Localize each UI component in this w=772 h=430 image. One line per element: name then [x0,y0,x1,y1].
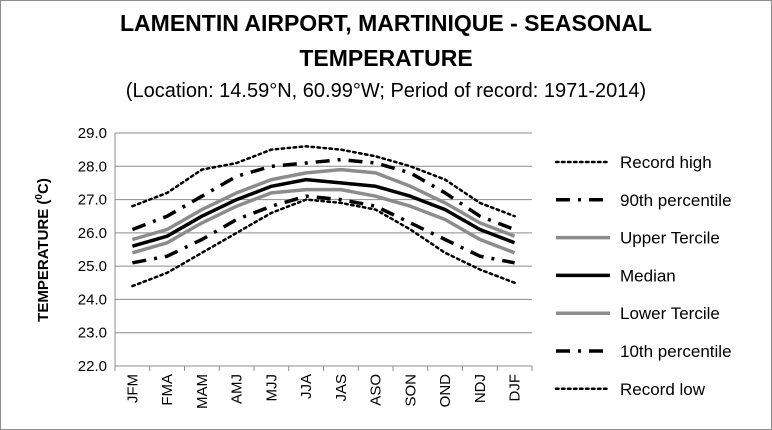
x-tick-label: JJA [298,374,315,399]
legend-label: Median [620,266,676,285]
axes [114,133,533,371]
legend-label: Lower Tercile [620,304,720,323]
y-axis-tick-labels: 22.0 23.0 24.0 25.0 26.0 27.0 28.0 29.0 [78,125,107,375]
legend-label: 10th percentile [620,342,732,361]
y-tick-label: 29.0 [78,125,107,142]
legend-item: Upper Tercile [556,229,720,248]
x-tick-label: NDJ [472,374,489,403]
series-line [131,198,516,288]
x-tick-label: MJJ [263,374,280,402]
series-line [131,167,516,242]
legend-item: Lower Tercile [556,304,720,323]
series-line [131,145,516,218]
legend-label: Record low [620,380,706,399]
series-line [132,194,515,265]
y-tick-label: 25.0 [78,258,107,275]
legend-item: Record low [554,380,706,399]
legend-label: Upper Tercile [620,229,720,248]
series-line [131,187,516,255]
y-tick-label: 24.0 [78,291,107,308]
y-tick-label: 28.0 [78,158,107,175]
y-tick-label: 22.0 [78,358,107,375]
x-tick-label: DJF [507,374,524,402]
y-axis-label-text: TEMPERATURE ( [35,200,52,322]
grid-lines [115,132,532,367]
y-axis-label-superscript: 0 [34,194,45,200]
x-tick-label: JFM [124,374,141,403]
y-tick-label: 27.0 [78,192,107,209]
y-axis-label-unit: C) [35,178,52,194]
x-tick-label: ASO [368,374,385,406]
x-tick-label: AMJ [229,374,246,404]
chart-title-line-1: LAMENTIN AIRPORT, MARTINIQUE - SEASONAL [120,10,652,36]
x-tick-label: SON [402,374,419,407]
legend-item: 10th percentile [556,342,732,361]
y-axis-label: TEMPERATURE (0C) [34,178,52,322]
x-tick-label: OND [437,374,454,408]
series-line [131,157,516,232]
x-tick-label: MAM [194,374,211,409]
legend-label: 90th percentile [620,191,732,210]
y-tick-label: 26.0 [78,225,107,242]
legend-item: Median [556,266,676,285]
legend-item: 90th percentile [556,191,732,210]
x-axis-tick-labels: JFM FMA MAM AMJ MJJ JJA JAS ASO SON OND NDJ DJF [124,374,523,409]
series-lines [131,145,516,288]
legend-item: Record high [554,153,712,172]
legend: Record high 90th percentile Upper Tercile M… [554,153,732,399]
chart-title-line-2: TEMPERATURE [299,45,473,71]
chart-subtitle: (Location: 14.59°N, 60.99°W; Period of r… [125,80,647,102]
y-tick-label: 23.0 [78,325,107,342]
series-line [131,177,516,248]
x-tick-label: FMA [159,374,176,406]
legend-label: Record high [620,153,712,172]
x-tick-label: JAS [333,374,350,402]
